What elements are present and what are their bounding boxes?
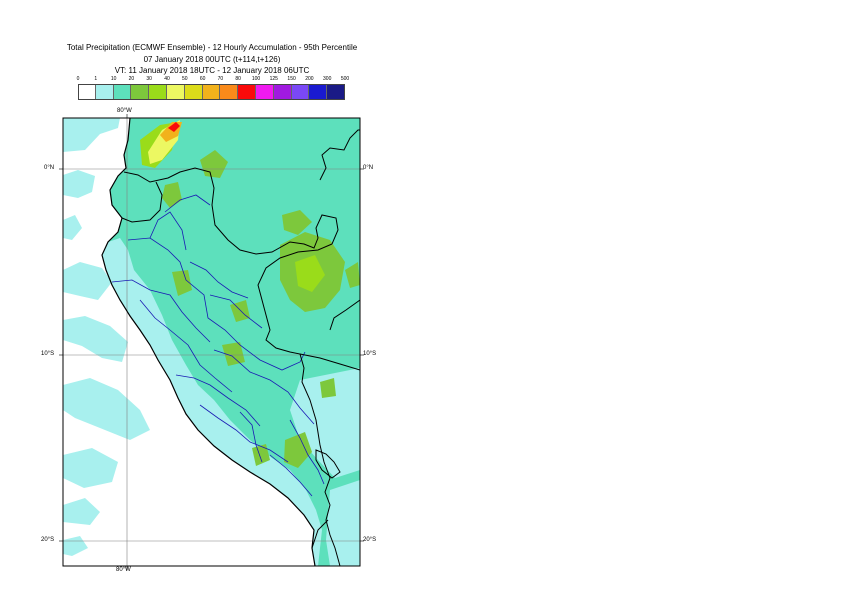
graticule [63,118,360,566]
base-time: 07 January 2018 00UTC (t+114,t+126) [143,55,281,64]
legend-label: 20 [128,76,135,82]
legend-label: 125 [269,76,278,82]
legend-swatch [95,84,114,100]
tick-marks [59,114,364,570]
legend-swatch [273,84,292,100]
red-core [168,122,180,132]
legend-swatch [184,84,203,100]
ocean-precip-patches [63,118,150,556]
legend-swatch [78,84,96,100]
legend-label: 300 [323,76,332,82]
chart-title: Total Precipitation (ECMWF Ensemble) - 1… [66,43,358,52]
lat-label-right-1: 10°S [363,351,377,357]
country-borders [121,129,360,566]
legend-swatch [309,84,328,100]
legend-label: 1 [94,76,98,82]
valid-time: VT: 11 January 2018 18UTC - 12 January 2… [114,66,310,75]
legend-swatch [131,84,150,100]
legend-label: 70 [217,76,224,82]
lon-label-top: 80°W [117,108,132,114]
legend-swatch [256,84,274,100]
legend-swatch [238,84,256,100]
legend-label: 0 [76,76,80,82]
lat-label-right-0: 0°N [363,165,374,171]
lat-label-left-1: 10°S [41,351,55,357]
legend-label: 80 [235,76,241,82]
legend-label: 40 [164,76,170,82]
legend-swatch [220,84,239,100]
lat-label-left-0: 0°N [44,165,55,171]
lat-label-right-2: 20°S [363,537,377,543]
coastline [101,118,316,566]
legend-label: 150 [287,76,296,82]
legend-label: 100 [251,76,261,82]
map-frame [62,117,361,567]
regional-boundaries [111,194,325,497]
legend-label: 30 [146,76,152,82]
legend-label: 200 [305,76,314,82]
southern-light-area [326,480,360,566]
legend-label: 50 [182,76,188,82]
legend-label: 500 [340,76,350,82]
legend-swatch [113,84,132,100]
legend-swatch [202,84,221,100]
lon-label-bottom: 80°W [116,567,131,573]
legend-swatch [167,84,185,100]
lat-label-left-2: 20°S [41,537,55,543]
legend-swatch [149,84,167,100]
legend-label: 60 [199,76,206,82]
legend-swatch [291,84,310,100]
legend-label: 10 [110,76,117,82]
